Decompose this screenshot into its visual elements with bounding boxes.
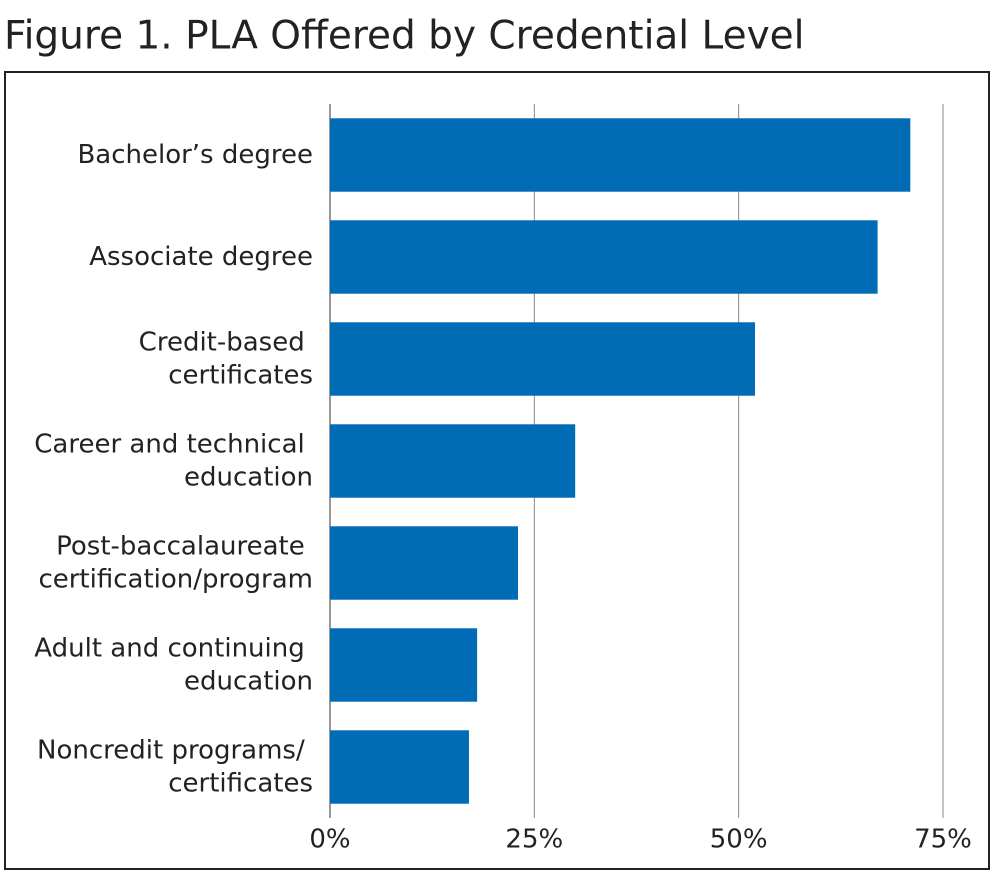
bar bbox=[330, 424, 576, 498]
bar bbox=[330, 220, 878, 294]
bar bbox=[330, 526, 518, 600]
y-tick-label: Career and technical education bbox=[34, 429, 313, 492]
x-tick-label: 50% bbox=[710, 825, 768, 855]
y-tick-label: Noncredit programs/ certificates bbox=[37, 735, 313, 798]
y-tick-label: Bachelor’s degree bbox=[77, 140, 313, 170]
bar bbox=[330, 730, 469, 804]
y-tick-label: Adult and continuing education bbox=[34, 633, 313, 696]
bar bbox=[330, 322, 756, 396]
bar bbox=[330, 628, 478, 702]
bar bbox=[330, 118, 911, 192]
x-tick-label: 0% bbox=[309, 825, 350, 855]
y-tick-label: Credit-based certificates bbox=[139, 327, 313, 390]
y-tick-label: Post-baccalaureate certification/program bbox=[38, 531, 313, 594]
x-tick-label: 25% bbox=[505, 825, 563, 855]
x-tick-label: 75% bbox=[914, 825, 972, 855]
y-tick-label: Associate degree bbox=[89, 242, 313, 272]
chart-frame bbox=[4, 71, 990, 870]
chart-title: Figure 1. PLA Offered by Credential Leve… bbox=[4, 14, 805, 59]
